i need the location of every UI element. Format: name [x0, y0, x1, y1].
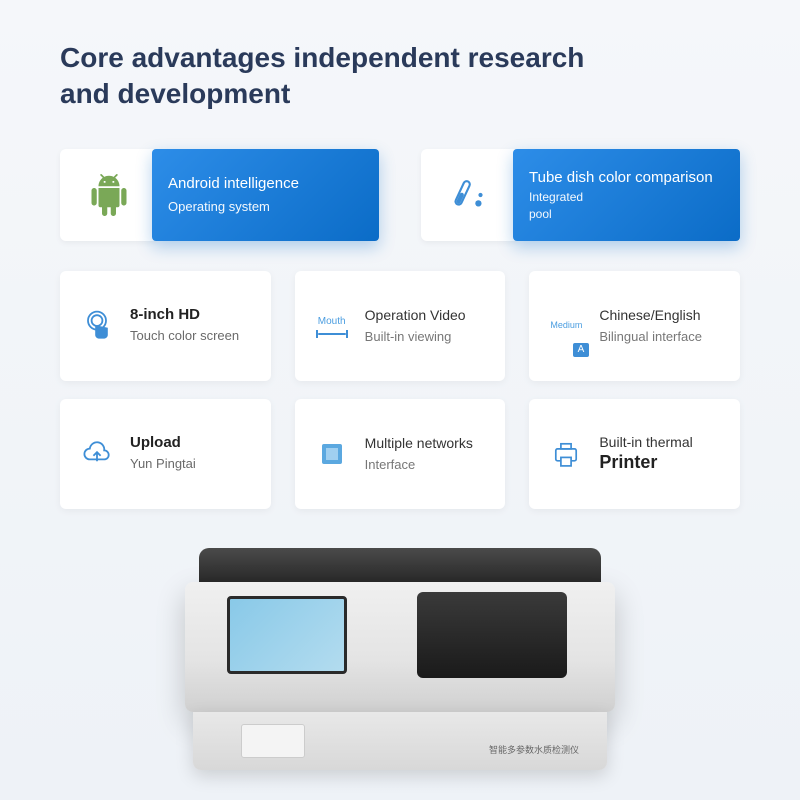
device-label: 智能多参数水质检测仪	[489, 743, 579, 756]
cloud-icon	[78, 435, 116, 473]
card-sub: Touch color screen	[130, 328, 253, 345]
card-title: Upload	[130, 434, 253, 452]
mouth-label: Mouth	[318, 316, 346, 327]
device-screen	[227, 596, 347, 674]
card-network: Multiple networks Interface	[295, 399, 506, 509]
page-title: Core advantages independent research and…	[60, 40, 620, 113]
card-title: 8-inch HD	[130, 306, 253, 324]
device-panel	[417, 592, 567, 678]
chip-icon	[313, 435, 351, 473]
mouth-icon: Mouth	[313, 307, 351, 345]
card-video: Mouth Operation Video Built-in viewing	[295, 271, 506, 381]
android-icon	[60, 149, 158, 241]
touch-icon	[78, 307, 116, 345]
card-sub: Built-in viewing	[365, 329, 488, 344]
card-upload: Upload Yun Pingtai	[60, 399, 271, 509]
card-sub: Bilingual interface	[599, 329, 722, 344]
feature-android: Android intelligence Operating system	[60, 149, 379, 241]
card-title: Chinese/English	[599, 307, 722, 323]
medium-icon: Medium A	[547, 307, 585, 345]
feature-sub: Operating system	[168, 199, 363, 214]
card-printer: Built-in thermal Printer	[529, 399, 740, 509]
feature-title: Tube dish color comparison	[529, 169, 724, 187]
card-row-2: Upload Yun Pingtai Multiple networks Int…	[60, 399, 740, 509]
feature-title: Android intelligence	[168, 175, 363, 193]
tube-icon	[421, 149, 519, 241]
card-bilingual: Medium A Chinese/English Bilingual inter…	[529, 271, 740, 381]
device-image: 智能多参数水质检测仪	[185, 548, 615, 770]
card-title: Multiple networks	[365, 435, 488, 451]
badge-a: A	[573, 343, 590, 357]
card-sub: Interface	[365, 457, 488, 472]
medium-text: Medium	[550, 321, 582, 330]
card-title: Operation Video	[365, 307, 488, 323]
card-title-bold: Printer	[599, 452, 722, 474]
card-title: Built-in thermal	[599, 434, 722, 450]
printer-icon	[547, 435, 585, 473]
feature-sub: Integrated	[529, 190, 724, 204]
card-row-1: 8-inch HD Touch color screen Mouth Opera…	[60, 271, 740, 381]
top-row: Android intelligence Operating system Tu…	[60, 149, 740, 241]
device-slot	[241, 724, 305, 758]
card-touch: 8-inch HD Touch color screen	[60, 271, 271, 381]
feature-sub2: pool	[529, 207, 724, 221]
card-sub: Yun Pingtai	[130, 456, 253, 473]
feature-tube: Tube dish color comparison Integrated po…	[421, 149, 740, 241]
